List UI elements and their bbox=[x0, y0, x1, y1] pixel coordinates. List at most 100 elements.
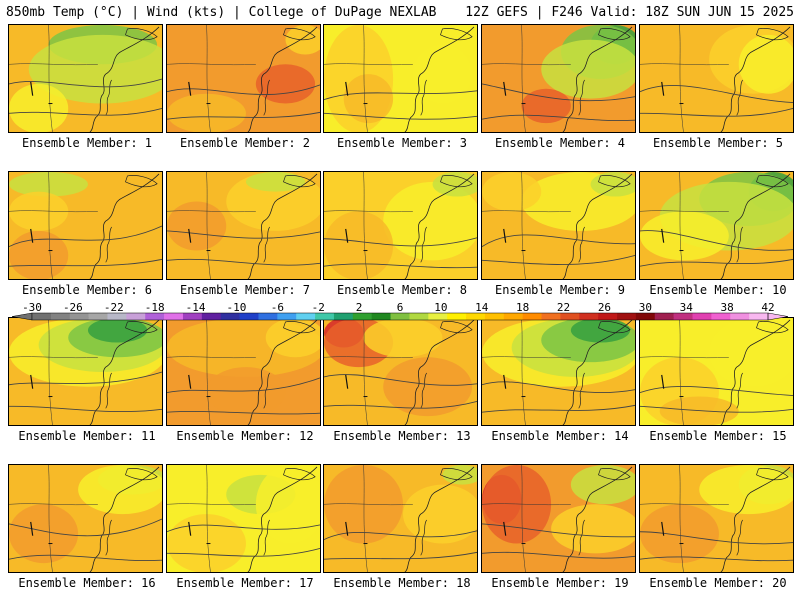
scale-label: -30 bbox=[22, 302, 42, 314]
scale-label: 30 bbox=[639, 302, 652, 314]
scale-label: -2 bbox=[312, 302, 325, 314]
member-caption-9: Ensemble Member: 9 bbox=[494, 283, 626, 297]
map-panel-member-13 bbox=[323, 317, 478, 426]
member-caption-8: Ensemble Member: 8 bbox=[336, 283, 468, 297]
scale-swatch bbox=[315, 313, 335, 320]
map-panel-member-6 bbox=[8, 171, 163, 280]
map-panel-member-5 bbox=[639, 24, 794, 133]
scale-swatch bbox=[447, 313, 467, 320]
member-caption-5: Ensemble Member: 5 bbox=[652, 136, 784, 150]
scale-swatch bbox=[503, 313, 523, 320]
scale-swatch bbox=[654, 313, 674, 320]
member-caption-2: Ensemble Member: 2 bbox=[179, 136, 311, 150]
scale-swatch bbox=[692, 313, 712, 320]
map-panel-member-15 bbox=[639, 317, 794, 426]
scale-label: -10 bbox=[227, 302, 247, 314]
map-panel-member-20 bbox=[639, 464, 794, 573]
scale-swatch bbox=[258, 313, 278, 320]
map-panel-member-9 bbox=[481, 171, 636, 280]
header-left: 850mb Temp (°C) | Wind (kts) | College o… bbox=[6, 5, 437, 20]
scale-swatch bbox=[69, 313, 89, 320]
scale-swatch bbox=[333, 313, 354, 320]
scale-swatch bbox=[277, 313, 297, 320]
scale-swatch bbox=[484, 313, 505, 320]
scale-swatch bbox=[352, 313, 372, 320]
scale-label: -22 bbox=[104, 302, 124, 314]
color-scale-bar: -30 -26 -22 -18 -14 -10 -6 -2 2 6 10 14 18 22 26 30 34 38… bbox=[12, 302, 788, 321]
scale-swatch bbox=[673, 313, 693, 320]
map-panel-member-10 bbox=[639, 171, 794, 280]
scale-swatch bbox=[239, 313, 259, 320]
member-caption-3: Ensemble Member: 3 bbox=[336, 136, 468, 150]
member-caption-7: Ensemble Member: 7 bbox=[179, 283, 311, 297]
map-panel-member-17 bbox=[166, 464, 321, 573]
scale-swatch bbox=[409, 313, 429, 320]
scale-label: 34 bbox=[680, 302, 694, 314]
scale-swatch bbox=[466, 313, 486, 320]
member-caption-1: Ensemble Member: 1 bbox=[21, 136, 153, 150]
map-panel-member-3 bbox=[323, 24, 478, 133]
member-caption-4: Ensemble Member: 4 bbox=[494, 136, 626, 150]
map-panel-member-7 bbox=[166, 171, 321, 280]
member-caption-12: Ensemble Member: 12 bbox=[176, 429, 314, 443]
scale-swatch bbox=[88, 313, 108, 320]
map-panel-member-16 bbox=[8, 464, 163, 573]
scale-label: 22 bbox=[557, 302, 570, 314]
map-panel-member-14 bbox=[481, 317, 636, 426]
scale-swatch bbox=[579, 313, 599, 320]
member-caption-15: Ensemble Member: 15 bbox=[649, 429, 787, 443]
scale-swatch bbox=[201, 313, 222, 320]
map-panel-member-1 bbox=[8, 24, 163, 133]
scale-swatch bbox=[617, 313, 637, 320]
scale-swatch bbox=[32, 313, 52, 320]
map-panel-member-2 bbox=[166, 24, 321, 133]
scale-swatch bbox=[126, 313, 146, 320]
member-caption-18: Ensemble Member: 18 bbox=[333, 576, 471, 590]
scale-label: -14 bbox=[186, 302, 206, 314]
map-panel-member-4 bbox=[481, 24, 636, 133]
scale-label: -18 bbox=[145, 302, 165, 314]
scale-swatch bbox=[541, 313, 561, 320]
member-caption-20: Ensemble Member: 20 bbox=[649, 576, 787, 590]
scale-label: 18 bbox=[516, 302, 529, 314]
scale-swatch bbox=[390, 313, 410, 320]
member-caption-17: Ensemble Member: 17 bbox=[176, 576, 314, 590]
scale-label: 2 bbox=[356, 302, 363, 314]
scale-swatch bbox=[182, 313, 203, 320]
scale-label: -6 bbox=[271, 302, 284, 314]
scale-swatch bbox=[164, 313, 184, 320]
member-caption-13: Ensemble Member: 13 bbox=[333, 429, 471, 443]
scale-label: 6 bbox=[397, 302, 404, 314]
scale-label: 14 bbox=[475, 302, 489, 314]
scale-arrow-left bbox=[12, 312, 33, 321]
member-caption-6: Ensemble Member: 6 bbox=[21, 283, 153, 297]
scale-swatch bbox=[598, 313, 618, 320]
member-caption-14: Ensemble Member: 14 bbox=[491, 429, 629, 443]
scale-swatch bbox=[428, 313, 448, 320]
scale-label: 38 bbox=[720, 302, 733, 314]
scale-swatch bbox=[522, 313, 542, 320]
scale-swatch bbox=[711, 313, 731, 320]
scale-arrow-right bbox=[767, 312, 788, 321]
scale-label: 42 bbox=[761, 302, 774, 314]
scale-swatch bbox=[371, 313, 391, 320]
scale-swatch bbox=[296, 313, 316, 320]
map-panel-member-8 bbox=[323, 171, 478, 280]
header-right: 12Z GEFS | F246 Valid: 18Z SUN JUN 15 20… bbox=[465, 5, 794, 20]
scale-swatch bbox=[560, 313, 580, 320]
map-panel-member-19 bbox=[481, 464, 636, 573]
map-panel-member-18 bbox=[323, 464, 478, 573]
scale-swatch bbox=[145, 313, 165, 320]
scale-swatch bbox=[220, 313, 240, 320]
scale-swatch bbox=[730, 313, 750, 320]
scale-label: -26 bbox=[63, 302, 83, 314]
map-panel-member-11 bbox=[8, 317, 163, 426]
scale-swatch bbox=[50, 313, 71, 320]
member-caption-16: Ensemble Member: 16 bbox=[18, 576, 156, 590]
member-caption-19: Ensemble Member: 19 bbox=[491, 576, 629, 590]
scale-swatch bbox=[749, 313, 769, 320]
member-caption-10: Ensemble Member: 10 bbox=[649, 283, 787, 297]
map-panel-member-12 bbox=[166, 317, 321, 426]
scale-swatch bbox=[635, 313, 656, 320]
scale-label: 26 bbox=[598, 302, 611, 314]
